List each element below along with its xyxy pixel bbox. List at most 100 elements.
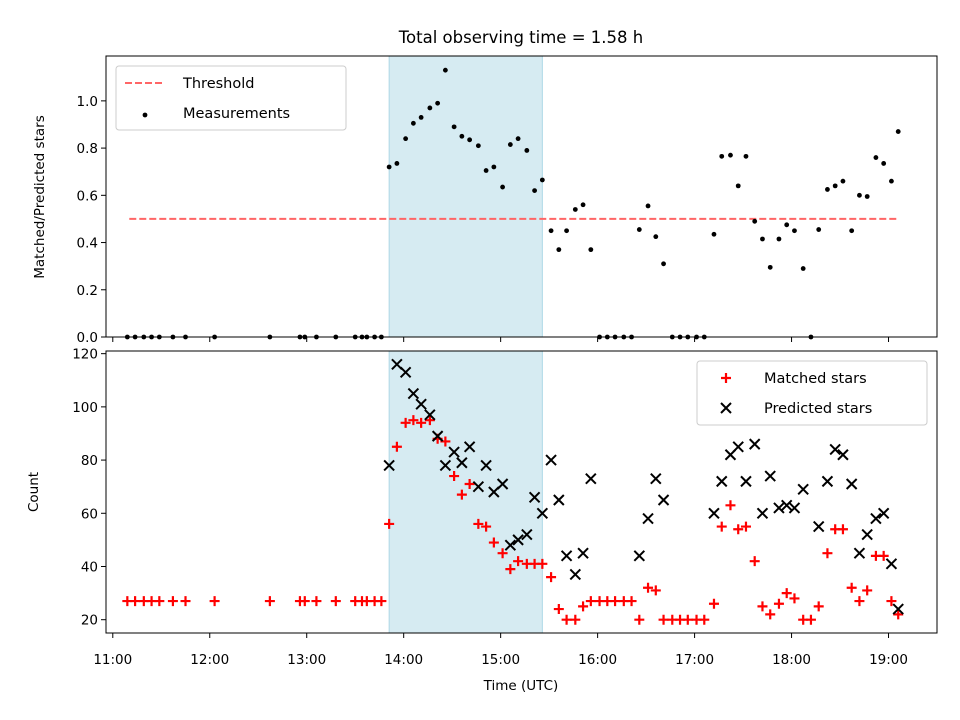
y-tick-label: 0.6: [77, 188, 98, 204]
predicted-stars-point: [845, 478, 858, 490]
predicted-stars-point: [431, 430, 444, 442]
predicted-stars-point: [407, 387, 420, 400]
matched-stars-point: [878, 550, 889, 561]
x-tick-label: 13:00: [287, 652, 326, 668]
matched-stars-point: [505, 564, 516, 575]
measurement-point: [435, 100, 441, 106]
matched-stars-point: [893, 609, 904, 620]
matched-stars-point: [488, 537, 499, 548]
legend: Threshold Measurements: [115, 65, 347, 131]
x-tick-label: 16:00: [578, 652, 617, 668]
axes-frame: [105, 350, 938, 634]
matched-stars-point: [464, 479, 475, 490]
matched-stars-point: [473, 518, 484, 529]
matched-stars-point: [416, 417, 427, 428]
predicted-stars-point: [756, 507, 769, 519]
matched-stars-point: [886, 596, 897, 607]
matched-stars-point: [167, 596, 178, 607]
legend-predicted-marker: [720, 402, 732, 414]
predicted-stars-point: [383, 459, 395, 472]
predicted-stars-point: [812, 520, 825, 533]
matched-stars-point: [781, 588, 792, 599]
matched-stars-point: [311, 596, 322, 607]
predicted-stars-point: [773, 502, 785, 514]
y-tick-label: 0.4: [77, 236, 98, 252]
measurement-point: [386, 164, 392, 170]
predicted-stars-point: [488, 486, 500, 498]
measurement-point: [515, 136, 521, 142]
matched-stars-point: [634, 614, 645, 625]
x-tick-label: 19:00: [869, 652, 908, 668]
legend-box: [115, 65, 347, 131]
measurement-point: [572, 207, 578, 212]
measurement-point: [548, 228, 554, 234]
measurement-point: [840, 178, 846, 184]
matched-stars-point: [837, 524, 848, 535]
top-panel: 0.0 0.2 0.4 0.6 0.8 1.0 Threshold Measurements: [77, 55, 938, 346]
measurement-point: [427, 105, 433, 111]
legend-measurement-marker: [142, 112, 148, 118]
measurement-point: [580, 202, 586, 208]
predicted-stars-point: [512, 534, 524, 546]
predicted-stars-point: [788, 502, 801, 514]
shaded-span: [388, 350, 543, 634]
measurement-point: [636, 227, 642, 232]
matched-stars-point: [733, 524, 744, 535]
measurement-point: [881, 161, 887, 166]
x-tick-label: 11:00: [93, 652, 132, 668]
y-tick-label: 1.0: [77, 94, 98, 110]
matched-stars-point: [546, 572, 557, 583]
matched-stars-point: [154, 596, 165, 607]
measurement-point: [645, 203, 651, 209]
axes-frame: [105, 55, 938, 338]
legend-box: [696, 360, 928, 426]
measurement-point: [491, 164, 497, 170]
measurement-point: [410, 120, 416, 126]
predicted-stars-point: [448, 446, 460, 458]
x-tick-label: 17:00: [675, 652, 714, 668]
predicted-stars-point: [657, 494, 670, 506]
predicted-stars-point: [472, 480, 485, 493]
y-tick-label: 60: [81, 506, 98, 522]
matched-stars-point: [708, 598, 719, 609]
measurement-point: [711, 231, 717, 237]
predicted-stars-point: [877, 507, 890, 519]
measurement-point: [784, 222, 790, 228]
matched-stars-point: [626, 596, 637, 607]
matched-stars-point: [699, 614, 710, 625]
matched-stars-point: [130, 596, 141, 607]
matched-stars-point: [481, 521, 492, 532]
measurement-point: [507, 142, 513, 147]
predicted-stars-point: [560, 550, 573, 562]
measurement-point: [792, 228, 797, 234]
measurement-point: [849, 228, 855, 234]
matched-stars-point: [376, 596, 387, 607]
legend-matched-marker: [721, 373, 731, 383]
matched-stars-point: [822, 548, 833, 559]
predicted-stars-point: [797, 483, 809, 496]
measurement-point: [816, 227, 822, 232]
x-tick-label: 18:00: [772, 652, 811, 668]
predicted-stars-point: [553, 494, 565, 506]
measurement-point: [532, 188, 537, 193]
matched-stars-point: [408, 415, 419, 426]
measurement-point: [719, 153, 725, 159]
measurement-point: [483, 168, 489, 173]
predicted-stars-point: [536, 507, 549, 519]
measurement-point: [735, 183, 741, 189]
measurement-point: [524, 148, 530, 153]
measurement-point: [864, 194, 870, 199]
predicted-stars-point: [642, 512, 654, 525]
measurement-point: [743, 153, 749, 159]
matched-stars-point: [773, 598, 784, 609]
predicted-stars-point: [837, 449, 849, 461]
matched-stars-point: [846, 582, 857, 593]
matched-stars-point: [643, 582, 654, 593]
predicted-stars-point: [885, 558, 898, 570]
matched-stars-point: [650, 585, 661, 596]
matched-stars-point: [740, 521, 751, 532]
matched-stars-point: [561, 614, 572, 625]
matched-stars-point: [716, 521, 727, 532]
matched-stars-point: [749, 556, 760, 567]
